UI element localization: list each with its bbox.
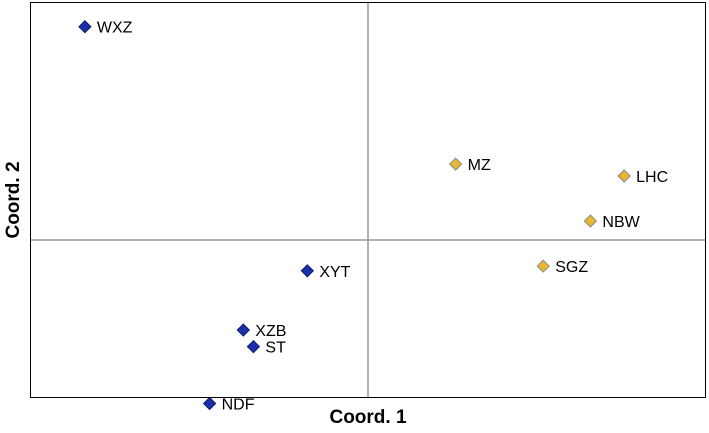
point-label-mz: MZ [468,157,491,174]
point-marker-xyt [300,264,315,278]
point-marker-nbw [583,214,598,228]
point-marker-wxz [78,19,92,34]
point-label-sgz: SGZ [555,259,588,276]
point-label-xyt: XYT [319,264,350,281]
x-axis-title: Coord. 1 [329,407,406,428]
point-label-wxz: WXZ [97,20,133,37]
point-marker-lhc [617,169,631,183]
point-marker-mz [448,157,463,171]
point-label-st: ST [265,340,286,357]
point-marker-ndf [202,396,217,411]
point-label-ndf: NDF [222,397,255,414]
y-axis-title: Coord. 2 [3,161,24,238]
point-marker-st [246,339,261,354]
point-label-nbw: NBW [602,214,640,231]
point-marker-xzb [236,323,251,337]
point-marker-sgz [536,259,550,273]
point-label-lhc: LHC [636,169,668,186]
point-label-xzb: XZB [255,323,286,340]
